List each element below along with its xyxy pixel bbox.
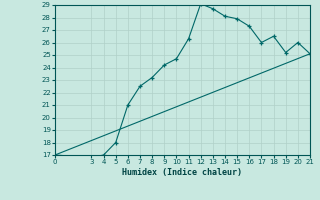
X-axis label: Humidex (Indice chaleur): Humidex (Indice chaleur) bbox=[123, 168, 243, 177]
